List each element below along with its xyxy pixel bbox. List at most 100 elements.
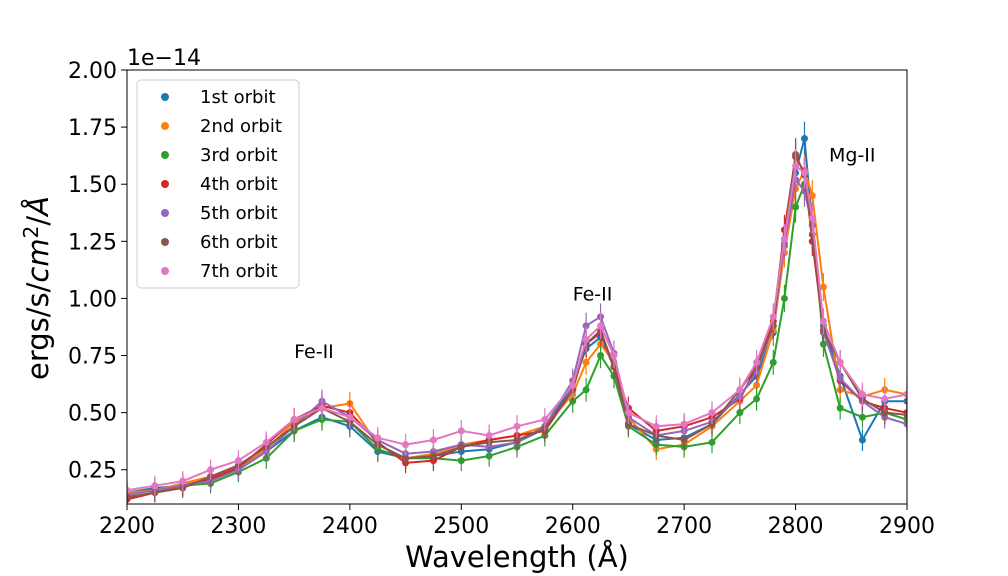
legend-label: 3rd orbit <box>200 145 278 166</box>
legend-label: 5th orbit <box>200 203 278 224</box>
x-tick-label: 2800 <box>768 514 824 539</box>
annotation-label: Fe-II <box>294 341 334 363</box>
data-point <box>736 386 744 394</box>
data-point <box>346 413 354 421</box>
legend-label: 4th orbit <box>200 174 278 195</box>
x-tick-label: 2200 <box>99 514 155 539</box>
data-point <box>800 169 808 177</box>
legend-label: 2nd orbit <box>200 116 282 137</box>
data-point <box>513 422 521 430</box>
data-point <box>881 409 889 417</box>
data-point <box>318 404 326 412</box>
x-tick-label: 2600 <box>545 514 601 539</box>
data-point <box>610 352 618 360</box>
data-point <box>780 235 788 243</box>
annotation-label: Fe-II <box>573 284 613 306</box>
y-tick-label: 0.50 <box>68 402 117 427</box>
x-tick-label: 2700 <box>656 514 712 539</box>
x-tick-label: 2900 <box>879 514 935 539</box>
data-point <box>819 283 827 291</box>
legend-label: 1st orbit <box>200 87 276 108</box>
y-offset-label: 1e−14 <box>127 46 201 71</box>
series-7 <box>127 149 907 501</box>
data-point <box>903 420 907 428</box>
data-point <box>513 436 521 444</box>
data-point <box>858 390 866 398</box>
data-point <box>374 434 382 442</box>
annotation-label: Mg-II <box>829 144 876 166</box>
annotations: Fe-II Fe-II Mg-II <box>294 144 875 362</box>
legend-label: 7th orbit <box>200 261 278 282</box>
data-point <box>753 381 761 389</box>
data-point <box>402 454 410 462</box>
data-point <box>680 436 688 444</box>
data-point <box>652 422 660 430</box>
data-point <box>207 466 215 474</box>
data-point <box>819 317 827 325</box>
y-tick-label: 0.75 <box>68 345 117 370</box>
data-point <box>127 493 131 501</box>
data-point <box>903 397 907 405</box>
data-point <box>127 486 131 494</box>
data-point <box>582 336 590 344</box>
data-point <box>597 322 605 330</box>
y-tick-label: 1.00 <box>68 287 117 312</box>
x-axis: 2200 2300 2400 2500 2600 2700 2800 2900 <box>99 504 935 539</box>
data-point <box>457 457 465 465</box>
data-point <box>234 457 242 465</box>
data-point <box>708 409 716 417</box>
data-point <box>582 386 590 394</box>
y-tick-label: 1.75 <box>68 116 117 141</box>
data-point <box>792 203 800 211</box>
x-tick-label: 2500 <box>433 514 489 539</box>
data-point <box>769 313 777 321</box>
data-point <box>780 294 788 302</box>
y-tick-label: 0.25 <box>68 459 117 484</box>
legend-label: 6th orbit <box>200 232 278 253</box>
data-point <box>858 436 866 444</box>
legend-marker <box>161 209 169 217</box>
data-point <box>753 395 761 403</box>
x-axis-title: Wavelength (Å) <box>405 540 629 574</box>
data-point <box>836 358 844 366</box>
data-point <box>457 443 465 451</box>
x-tick-label: 2400 <box>322 514 378 539</box>
data-point <box>808 192 816 200</box>
data-point <box>569 381 577 389</box>
data-point <box>736 409 744 417</box>
data-point <box>753 358 761 366</box>
data-point <box>808 214 816 222</box>
data-point <box>402 441 410 449</box>
data-point <box>769 358 777 366</box>
data-point <box>881 395 889 403</box>
data-point <box>836 374 844 382</box>
legend: 1st orbit 2nd orbit 3rd orbit 4th orbit 5th … <box>136 79 300 289</box>
data-point <box>624 409 632 417</box>
data-point <box>680 420 688 428</box>
data-point <box>429 452 437 460</box>
y-tick-label: 1.50 <box>68 173 117 198</box>
data-point <box>179 477 187 485</box>
data-point <box>541 415 549 423</box>
x-tick-label: 2300 <box>210 514 266 539</box>
data-point <box>485 431 493 439</box>
series-line <box>127 164 907 492</box>
y-axis-title: ergs/s/cm2/Å <box>19 196 55 380</box>
data-point <box>836 404 844 412</box>
data-point <box>457 427 465 435</box>
data-point <box>290 415 298 423</box>
data-point <box>151 482 159 490</box>
y-tick-label: 2.00 <box>68 59 117 84</box>
data-point <box>800 135 808 143</box>
plot-content <box>127 121 907 504</box>
legend-marker <box>161 122 169 130</box>
legend-marker <box>161 267 169 275</box>
data-point <box>597 352 605 360</box>
legend-marker <box>161 180 169 188</box>
data-point <box>858 413 866 421</box>
legend-marker <box>161 93 169 101</box>
data-point <box>792 162 800 170</box>
legend-marker <box>161 151 169 159</box>
data-point <box>582 358 590 366</box>
